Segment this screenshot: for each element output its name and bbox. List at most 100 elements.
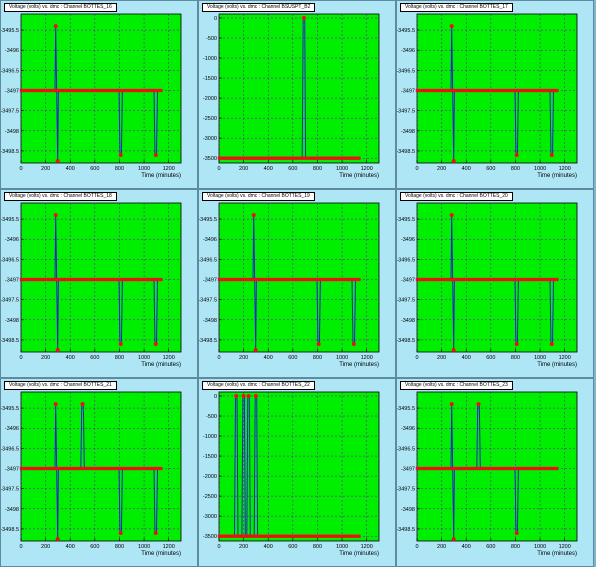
data-point [486,88,490,93]
x-tick-label: 200 [437,166,446,172]
data-point [160,88,163,93]
data-point [327,156,330,160]
data-point [497,88,500,93]
data-point [96,466,99,471]
data-point [526,277,529,282]
data-point [262,156,265,160]
x-tick-label: 800 [313,544,322,550]
data-point [309,156,312,160]
data-point [498,277,501,282]
y-tick-label: -3495.5 [199,217,217,223]
data-point [22,88,26,93]
data-point [451,88,454,93]
data-point [114,277,117,282]
data-point [228,534,231,538]
data-point [451,277,454,282]
data-point [516,277,519,282]
data-point [350,277,354,282]
baseline-markers [19,466,163,471]
data-point [471,88,475,93]
x-tick-label: 400 [264,355,273,361]
data-point [539,466,543,471]
data-point [429,466,432,471]
data-point [117,88,120,93]
data-point [455,466,459,471]
x-tick-label: 1000 [336,544,348,550]
x-tick-label: 400 [66,355,75,361]
data-point [108,88,111,93]
data-point [418,88,422,93]
data-point [331,534,334,538]
data-point [151,88,154,93]
data-point [523,466,527,471]
data-point [350,156,354,160]
data-point [349,156,352,160]
data-point [127,277,131,282]
data-point [541,466,544,471]
x-tick-label: 1200 [361,544,373,550]
data-point [92,88,95,93]
data-point [123,466,126,471]
data-point [235,534,238,538]
data-point [266,156,269,160]
y-tick-label: -3496.5 [1,446,19,452]
data-point [341,156,345,160]
data-point [351,341,356,346]
y-tick-label: -3496.5 [397,68,415,74]
data-point [440,466,444,471]
data-point [86,88,89,93]
data-point [455,88,459,93]
data-point [312,156,315,160]
y-tick-label: -1000 [203,56,217,62]
x-tick-label: 200 [41,166,50,172]
data-point [319,277,323,282]
data-point [118,530,123,535]
data-point [451,158,456,163]
data-point [352,156,355,160]
data-point [56,277,60,282]
data-point [489,466,493,471]
data-point [529,466,532,471]
chart-panel: 0 200 400 600 800 1000 1200 -3495.5 -3496 -3496.5… [198,189,396,378]
data-point [155,277,159,282]
data-point [316,534,320,538]
data-point [445,88,448,93]
y-tick-label: -3496 [401,426,415,432]
data-point [463,88,466,93]
y-tick-label: -1500 [203,454,217,460]
x-tick-label: 1200 [361,355,373,361]
data-point [473,277,476,282]
data-point [62,277,66,282]
data-point [432,277,435,282]
x-tick-label: 800 [115,355,124,361]
data-point [70,277,73,282]
data-point [92,466,95,471]
data-point [24,277,27,282]
data-point [504,88,507,93]
data-point [491,466,494,471]
data-point [93,277,97,282]
data-point [455,277,459,282]
x-tick-label: 600 [90,544,99,550]
data-point [67,466,70,471]
data-point [75,277,79,282]
x-tick-label: 400 [66,544,75,550]
data-point [275,156,278,160]
y-tick-label: -1000 [203,434,217,440]
data-point [502,466,506,471]
data-point [118,152,123,157]
data-point [239,277,243,282]
x-tick-label: 1200 [163,355,175,361]
data-point [307,534,311,538]
data-point [74,88,77,93]
data-point [238,277,241,282]
data-point [464,88,467,93]
data-point [285,534,289,538]
data-point [488,88,491,93]
data-point [87,466,91,471]
y-tick-label: -3496 [5,426,19,432]
data-point [21,277,24,282]
data-point [461,277,464,282]
data-point [115,88,119,93]
data-point [84,277,88,282]
